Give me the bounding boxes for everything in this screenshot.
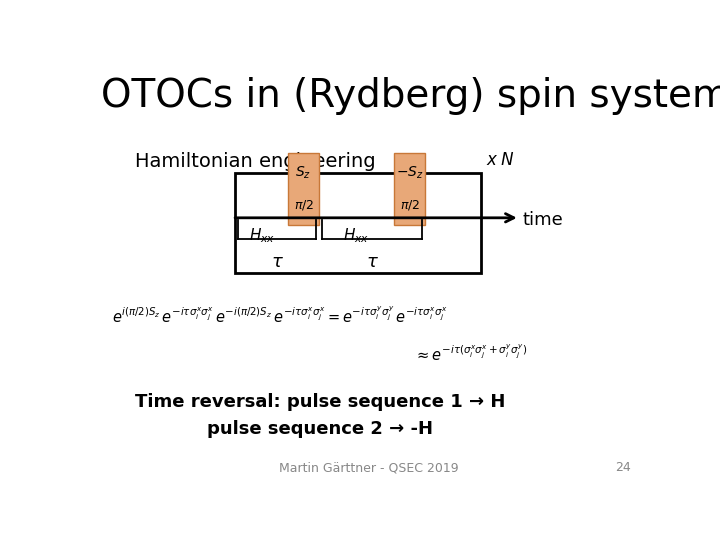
Text: 24: 24 (616, 461, 631, 474)
Text: $-S_z$: $-S_z$ (395, 165, 423, 181)
Text: time: time (523, 211, 563, 229)
Text: $\approx e^{-i\tau(\sigma_i^x\sigma_j^x+\sigma_i^y\sigma_j^y)}$: $\approx e^{-i\tau(\sigma_i^x\sigma_j^x+… (413, 343, 527, 363)
Text: τ: τ (271, 253, 282, 271)
Text: $H_{xx}$: $H_{xx}$ (248, 226, 274, 245)
Text: $\pi/2$: $\pi/2$ (294, 198, 313, 212)
Bar (288, 153, 319, 225)
Text: Martin Gärttner - QSEC 2019: Martin Gärttner - QSEC 2019 (279, 461, 459, 474)
Text: pulse sequence 2 → -H: pulse sequence 2 → -H (207, 420, 433, 438)
Text: OTOCs in (Rydberg) spin systems: OTOCs in (Rydberg) spin systems (101, 77, 720, 115)
Text: Time reversal: pulse sequence 1 → H: Time reversal: pulse sequence 1 → H (135, 393, 505, 411)
Text: $S_z$: $S_z$ (295, 165, 312, 181)
Text: $e^{i(\pi/2)S_z}\, e^{-i\tau\sigma_i^x\sigma_j^x}\,e^{-i(\pi/2)S_z}\, e^{-i\tau\: $e^{i(\pi/2)S_z}\, e^{-i\tau\sigma_i^x\s… (112, 306, 448, 326)
Bar (394, 153, 425, 225)
Text: Hamiltonian engineering: Hamiltonian engineering (135, 152, 375, 171)
Text: $\pi/2$: $\pi/2$ (400, 198, 419, 212)
Text: $H_{xx}$: $H_{xx}$ (343, 226, 369, 245)
Text: x N: x N (486, 151, 513, 168)
Text: τ: τ (366, 253, 377, 271)
